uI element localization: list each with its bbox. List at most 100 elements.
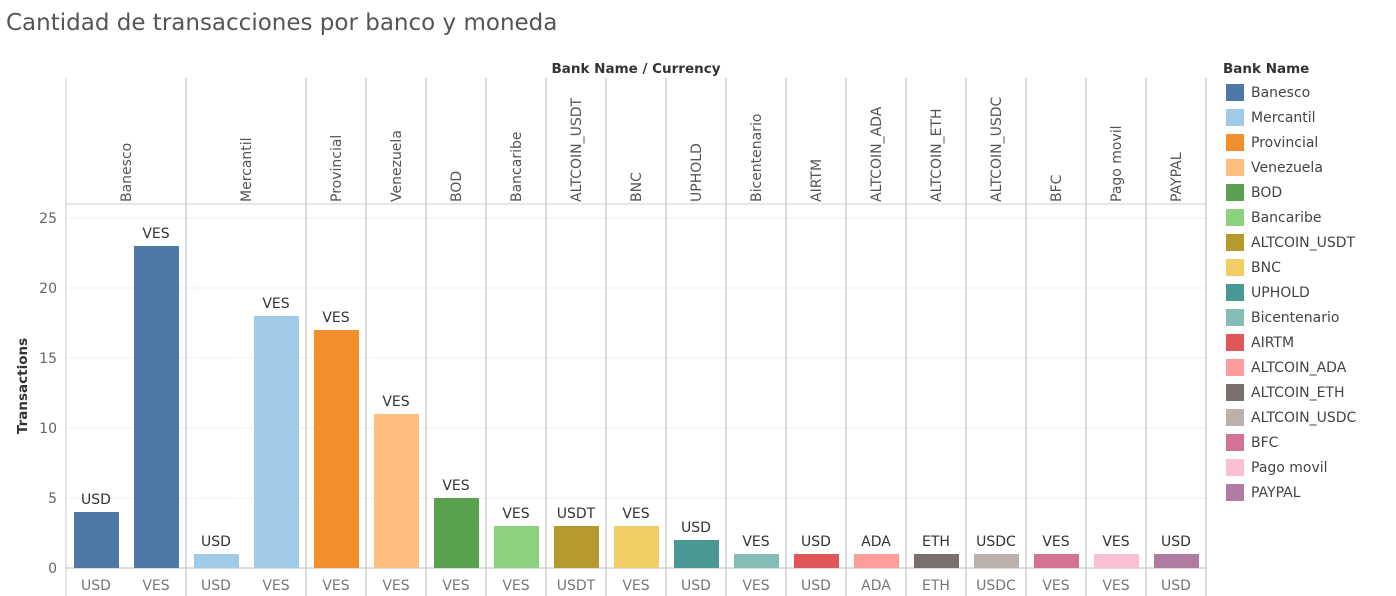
group-header-label: Bancaribe (509, 132, 525, 202)
group-header-label: Mercantil (239, 137, 255, 202)
bar-data-label: VES (382, 394, 409, 410)
group-header-label: ALTCOIN_USDC (989, 97, 1005, 202)
legend-swatch (1226, 434, 1244, 451)
legend-item[interactable]: UPHOLD (1223, 280, 1393, 305)
legend-swatch (1226, 284, 1244, 301)
y-tick-label: 5 (48, 491, 57, 507)
legend-swatch (1226, 234, 1244, 251)
bar (134, 246, 179, 568)
bar (614, 526, 659, 568)
legend-item[interactable]: ALTCOIN_USDT (1223, 230, 1393, 255)
y-axis-label: Transactions (15, 338, 31, 434)
legend-label: Venezuela (1251, 159, 1323, 176)
legend-item[interactable]: Pago movil (1223, 455, 1393, 480)
group-header-label: Provincial (329, 135, 345, 202)
y-tick-label: 20 (39, 281, 57, 297)
group-header-label: Pago movil (1109, 125, 1125, 202)
group-header-label: ALTCOIN_ETH (929, 108, 945, 202)
bar (674, 540, 719, 568)
x-tick-label: USD (81, 578, 111, 594)
group-header-label: UPHOLD (689, 143, 705, 202)
legend-item[interactable]: AIRTM (1223, 330, 1393, 355)
legend-item[interactable]: BOD (1223, 180, 1393, 205)
bar-data-label: USD (1161, 534, 1191, 550)
x-tick-label: VES (742, 578, 769, 594)
x-tick-label: ADA (861, 578, 891, 594)
bar (854, 554, 899, 568)
legend-swatch (1226, 484, 1244, 501)
legend-swatch (1226, 259, 1244, 276)
legend-item[interactable]: Provincial (1223, 130, 1393, 155)
legend-item[interactable]: Venezuela (1223, 155, 1393, 180)
x-tick-label: VES (142, 578, 169, 594)
legend-label: UPHOLD (1251, 284, 1310, 301)
x-tick-label: VES (382, 578, 409, 594)
bar (1094, 554, 1139, 568)
legend-item[interactable]: Banesco (1223, 80, 1393, 105)
legend-swatch (1226, 334, 1244, 351)
x-tick-label: VES (442, 578, 469, 594)
legend-label: PAYPAL (1251, 484, 1301, 501)
y-tick-label: 10 (39, 421, 57, 437)
legend-item[interactable]: Bicentenario (1223, 305, 1393, 330)
bar-data-label: USDC (976, 534, 1016, 550)
bar (434, 498, 479, 568)
group-header-label: ALTCOIN_USDT (569, 98, 585, 202)
x-tick-label: VES (322, 578, 349, 594)
bar (194, 554, 239, 568)
legend-item[interactable]: PAYPAL (1223, 480, 1393, 505)
bar-data-label: USD (81, 492, 111, 508)
bar-data-label: VES (622, 506, 649, 522)
legend-label: ALTCOIN_USDT (1251, 234, 1356, 251)
legend-item[interactable]: BNC (1223, 255, 1393, 280)
bar-data-label: VES (322, 310, 349, 326)
legend-swatch (1226, 159, 1244, 176)
legend-swatch (1226, 309, 1244, 326)
legend-swatch (1226, 359, 1244, 376)
bar-chart: 0 5 10 15 20 25 Transactions Bank Name / Curren… (15, 61, 1207, 596)
legend-label: ALTCOIN_USDC (1251, 409, 1357, 426)
x-tick-label: USD (681, 578, 711, 594)
bar-data-label: ETH (922, 534, 950, 550)
x-tick-label: VES (1042, 578, 1069, 594)
legend-items: Banesco Mercantil Provincial Venezuela BOD Ba… (1223, 80, 1393, 505)
bar (1034, 554, 1079, 568)
legend-label: Provincial (1251, 134, 1319, 151)
group-header-label: Banesco (119, 143, 135, 202)
legend-label: Pago movil (1251, 459, 1328, 476)
legend-swatch (1226, 184, 1244, 201)
bar (914, 554, 959, 568)
legend-label: Bicentenario (1251, 309, 1340, 326)
y-tick-label: 25 (39, 211, 57, 227)
legend-item[interactable]: ALTCOIN_ADA (1223, 355, 1393, 380)
legend-swatch (1226, 109, 1244, 126)
x-tick-label: USDT (557, 578, 596, 594)
bar-data-label: VES (142, 226, 169, 242)
bar-data-label: VES (1102, 534, 1129, 550)
legend-item[interactable]: BFC (1223, 430, 1393, 455)
bar (974, 554, 1019, 568)
legend-item[interactable]: Bancaribe (1223, 205, 1393, 230)
group-header-label: BFC (1049, 174, 1065, 202)
legend-label: BNC (1251, 259, 1281, 276)
legend-swatch (1226, 134, 1244, 151)
bar-data-label: VES (502, 506, 529, 522)
legend-label: ALTCOIN_ETH (1251, 384, 1345, 401)
x-tick-label: USD (1161, 578, 1191, 594)
legend-item[interactable]: ALTCOIN_ETH (1223, 380, 1393, 405)
group-header-label: AIRTM (809, 159, 825, 202)
legend-swatch (1226, 84, 1244, 101)
bar (554, 526, 599, 568)
legend-label: AIRTM (1251, 334, 1295, 351)
legend-item[interactable]: ALTCOIN_USDC (1223, 405, 1393, 430)
legend-swatch (1226, 459, 1244, 476)
x-tick-label: USD (201, 578, 231, 594)
group-header-label: BOD (449, 171, 465, 202)
bar (794, 554, 839, 568)
header-axis-label: Bank Name / Currency (551, 61, 720, 77)
bar (374, 414, 419, 568)
legend-item[interactable]: Mercantil (1223, 105, 1393, 130)
x-tick-label: USDC (976, 578, 1016, 594)
bar-data-label: USD (201, 534, 231, 550)
group-header-label: Venezuela (389, 130, 405, 202)
